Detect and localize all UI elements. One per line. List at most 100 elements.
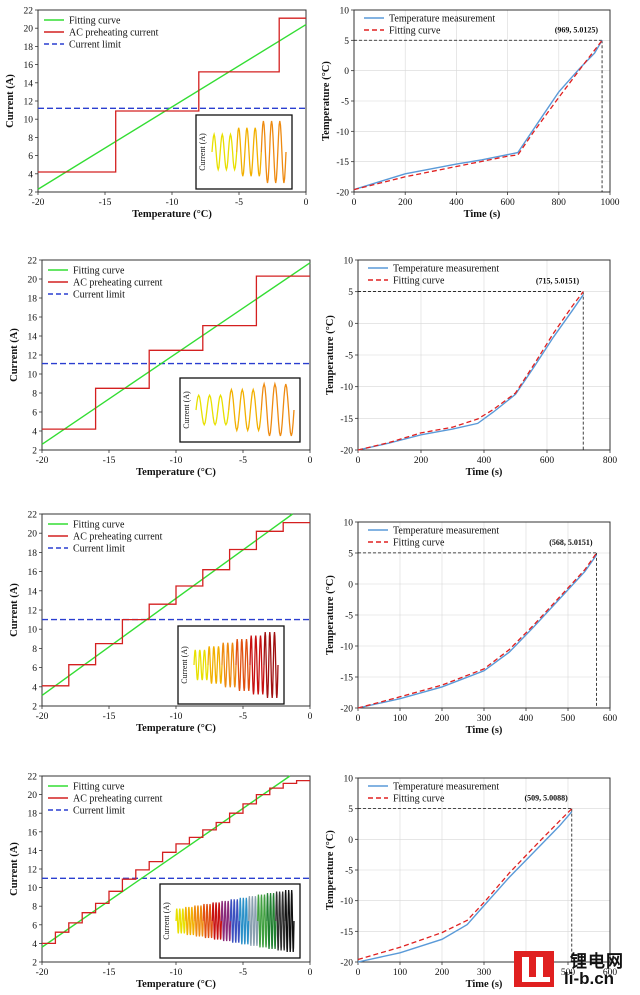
inset-waveform-segment <box>266 893 277 949</box>
x-axis-title: Temperature (°C) <box>136 979 216 990</box>
end-point-annotation: (509, 5.0088) <box>524 794 568 803</box>
x-tick-label: 0 <box>352 198 357 208</box>
y-tick-label: -15 <box>340 928 353 938</box>
x-tick-label: 0 <box>356 968 361 978</box>
inset-waveform-segment <box>275 891 286 951</box>
inset-waveform-segment <box>260 120 287 184</box>
y-tick-label: -10 <box>340 643 353 653</box>
legend-label: Fitting curve <box>393 794 445 805</box>
x-tick-label: 200 <box>435 714 450 724</box>
y-tick-label: -15 <box>336 158 349 168</box>
inset-waveform-segment <box>257 894 268 948</box>
end-point-annotation: (969, 5.0125) <box>555 25 599 34</box>
inset-waveform-segment <box>260 381 295 437</box>
y-axis-title: Temperature (°C) <box>325 315 336 395</box>
inset-waveform-segment <box>175 908 186 934</box>
y-tick-label: 14 <box>28 587 38 597</box>
y-tick-label: 14 <box>24 79 34 89</box>
y-tick-label: -10 <box>340 383 353 393</box>
chart-panel-7: -20 -15 -10 -5 0 2 4 6 8 10 12 14 16 18 20 22 Temperatur… <box>9 773 313 991</box>
legend-label: Current limit <box>73 544 125 555</box>
inset-waveform-segment <box>184 906 195 936</box>
y-tick-label: 20 <box>28 276 38 286</box>
ac-preheating-current-line <box>38 17 306 173</box>
x-tick-label: -20 <box>36 968 49 978</box>
legend-label: Current limit <box>69 40 121 51</box>
y-axis-title: Current (A) <box>9 583 20 637</box>
legend-label: Fitting curve <box>69 16 121 27</box>
y-tick-label: 4 <box>28 170 33 180</box>
y-tick-label: 5 <box>344 37 349 47</box>
y-tick-label: -10 <box>340 897 353 907</box>
x-tick-label: -15 <box>103 456 116 466</box>
y-tick-label: 10 <box>344 519 354 529</box>
inset-waveform-segment <box>221 642 237 688</box>
y-tick-label: 2 <box>32 959 37 969</box>
y-tick-label: 4 <box>32 940 37 950</box>
x-tick-label: -5 <box>239 968 247 978</box>
y-tick-label: 18 <box>28 549 38 559</box>
y-tick-label: 0 <box>344 67 349 77</box>
x-tick-label: 100 <box>393 714 408 724</box>
chart-panel-5: -20 -15 -10 -5 0 2 4 6 8 10 12 14 16 18 20 22 Temperatur… <box>9 511 313 735</box>
y-tick-label: 10 <box>340 7 350 17</box>
chart-panel-2: 0 200 400 600 800 1000 -20 -15 -10 -5 0 5 10 Time (s)… <box>321 7 620 221</box>
x-tick-label: 0 <box>356 456 361 466</box>
x-tick-label: 600 <box>540 456 555 466</box>
y-tick-label: 8 <box>28 134 33 144</box>
y-tick-label: 20 <box>28 530 38 540</box>
x-tick-label: -10 <box>166 198 179 208</box>
x-tick-label: 200 <box>398 198 413 208</box>
x-axis-title: Time (s) <box>464 209 501 220</box>
y-tick-label: 22 <box>28 511 38 521</box>
legend-label: AC preheating current <box>69 28 159 39</box>
y-tick-label: 16 <box>24 61 34 71</box>
x-tick-label: -15 <box>99 198 112 208</box>
y-tick-label: 18 <box>24 43 34 53</box>
y-tick-label: 5 <box>348 805 353 815</box>
inset-waveform-segment <box>207 646 223 684</box>
y-tick-label: 0 <box>348 320 353 330</box>
ac-preheating-current-line <box>42 779 310 945</box>
x-axis-title: Temperature (°C) <box>136 723 216 734</box>
ac-preheating-current-line <box>42 275 310 430</box>
temperature-measurement-line <box>357 554 598 709</box>
ac-preheating-current-line <box>42 521 310 687</box>
y-tick-label: 0 <box>348 581 353 591</box>
temperature-fitting-line <box>357 552 598 709</box>
legend-label: AC preheating current <box>73 532 163 543</box>
inset-waveform-segment <box>235 639 251 691</box>
inset-waveform-segment <box>195 393 230 427</box>
legend-label: Fitting curve <box>73 782 125 793</box>
end-point-annotation: (715, 5.0151) <box>536 277 580 286</box>
x-axis-title: Temperature (°C) <box>132 209 212 220</box>
y-tick-label: 2 <box>32 703 37 713</box>
legend-label: Current limit <box>73 290 125 301</box>
y-tick-label: 10 <box>24 116 34 126</box>
x-tick-label: 0 <box>356 714 361 724</box>
y-tick-label: 4 <box>32 683 37 693</box>
x-tick-label: 400 <box>449 198 464 208</box>
legend-label: Temperature measurement <box>389 14 495 25</box>
y-tick-label: -20 <box>336 189 349 199</box>
y-tick-label: -15 <box>340 674 353 684</box>
y-tick-label: 6 <box>32 409 37 419</box>
x-tick-label: -15 <box>103 968 116 978</box>
x-tick-label: 300 <box>477 714 492 724</box>
inset-waveform-segment <box>211 131 238 172</box>
y-axis-title: Current (A) <box>9 842 20 896</box>
temperature-measurement-line <box>353 39 603 191</box>
legend-label: Fitting curve <box>73 520 125 531</box>
x-tick-label: 600 <box>603 714 618 724</box>
x-tick-label: 400 <box>519 714 534 724</box>
x-tick-label: -5 <box>239 456 247 466</box>
y-tick-label: 14 <box>28 847 38 857</box>
y-axis-title: Temperature (°C) <box>325 575 336 655</box>
chart-panel-4: 0 200 400 600 800 -20 -15 -10 -5 0 5 10 Time (s) Temp… <box>325 257 617 479</box>
inset-waveform-segment <box>238 897 250 945</box>
watermark-text-cn: 锂电网 <box>570 952 624 971</box>
legend-label: AC preheating current <box>73 278 163 289</box>
x-tick-label: -10 <box>170 456 183 466</box>
x-tick-label: 1000 <box>601 198 620 208</box>
inset-waveform-segment <box>236 127 262 177</box>
